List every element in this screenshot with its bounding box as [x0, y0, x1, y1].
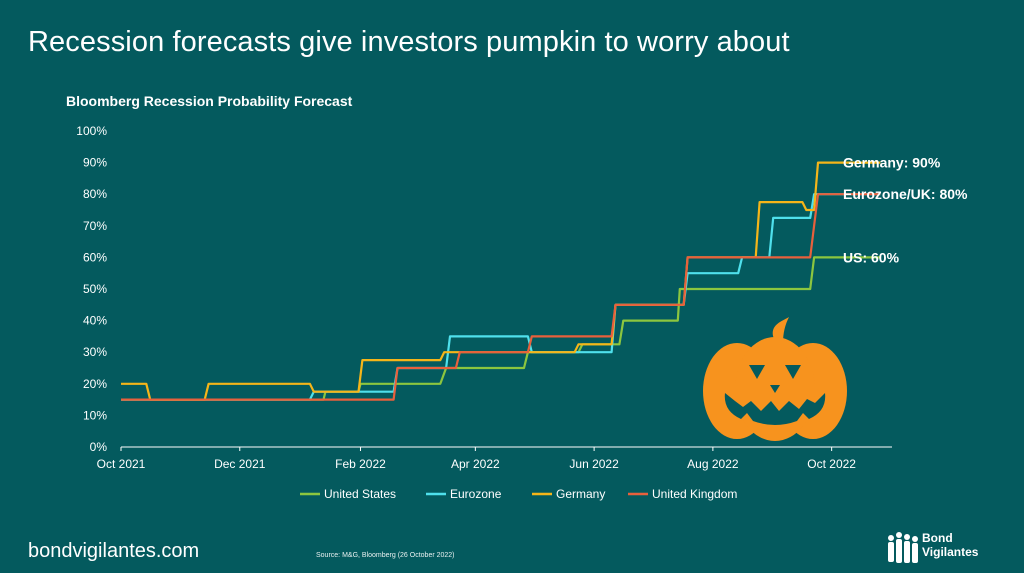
legend-label: Eurozone — [450, 487, 502, 501]
page-title: Recession forecasts give investors pumpk… — [28, 26, 790, 58]
pumpkin-icon — [703, 317, 847, 441]
logo-text: Bond Vigilantes — [922, 531, 978, 559]
y-tick-label: 20% — [83, 377, 107, 391]
series-line-united-kingdom — [121, 193, 881, 401]
legend-label: Germany — [556, 487, 605, 501]
x-tick-label: Aug 2022 — [687, 457, 739, 471]
end-value-label: Germany: 90% — [843, 155, 941, 171]
x-tick-label: Apr 2022 — [451, 457, 500, 471]
x-tick-label: Feb 2022 — [335, 457, 386, 471]
legend-label: United States — [324, 487, 396, 501]
y-tick-label: 30% — [83, 345, 107, 359]
bond-vigilantes-logo: Bond Vigilantes — [886, 527, 1016, 567]
chart-series — [121, 161, 881, 401]
y-tick-label: 100% — [76, 124, 107, 138]
end-value-label: Eurozone/UK: 80% — [843, 186, 968, 202]
y-tick-label: 80% — [83, 187, 107, 201]
chart-axes: 0% 10% 20% 30% 40% 50% 60% 70% 80% 90% 100% Oct 202… — [76, 124, 892, 471]
legend-label: United Kingdom — [652, 487, 737, 501]
chart-legend: United States Eurozone Germany United Kingd… — [300, 487, 737, 501]
y-tick-label: 10% — [83, 408, 107, 422]
logo-line-2: Vigilantes — [922, 545, 979, 559]
people-silhouette-icon — [888, 532, 918, 563]
x-tick-label: Jun 2022 — [569, 457, 619, 471]
series-line-germany — [121, 161, 881, 401]
brand-url[interactable]: bondvigilantes.com — [28, 540, 200, 562]
y-tick-label: 90% — [83, 156, 107, 170]
y-tick-label: 70% — [83, 219, 107, 233]
end-value-label: US: 60% — [843, 249, 900, 265]
y-tick-label: 60% — [83, 250, 107, 264]
y-tick-label: 40% — [83, 314, 107, 328]
chart-annotations: Germany: 90% Eurozone/UK: 80% US: 60% — [843, 155, 968, 266]
x-tick-label: Oct 2022 — [807, 457, 856, 471]
logo-line-1: Bond — [922, 531, 953, 545]
y-tick-label: 0% — [90, 440, 108, 454]
source-note: Source: M&G, Bloomberg (26 October 2022) — [316, 552, 455, 559]
x-tick-label: Dec 2021 — [214, 457, 266, 471]
y-tick-label: 50% — [83, 282, 107, 296]
x-tick-label: Oct 2021 — [97, 457, 146, 471]
chart-title: Bloomberg Recession Probability Forecast — [66, 93, 353, 109]
